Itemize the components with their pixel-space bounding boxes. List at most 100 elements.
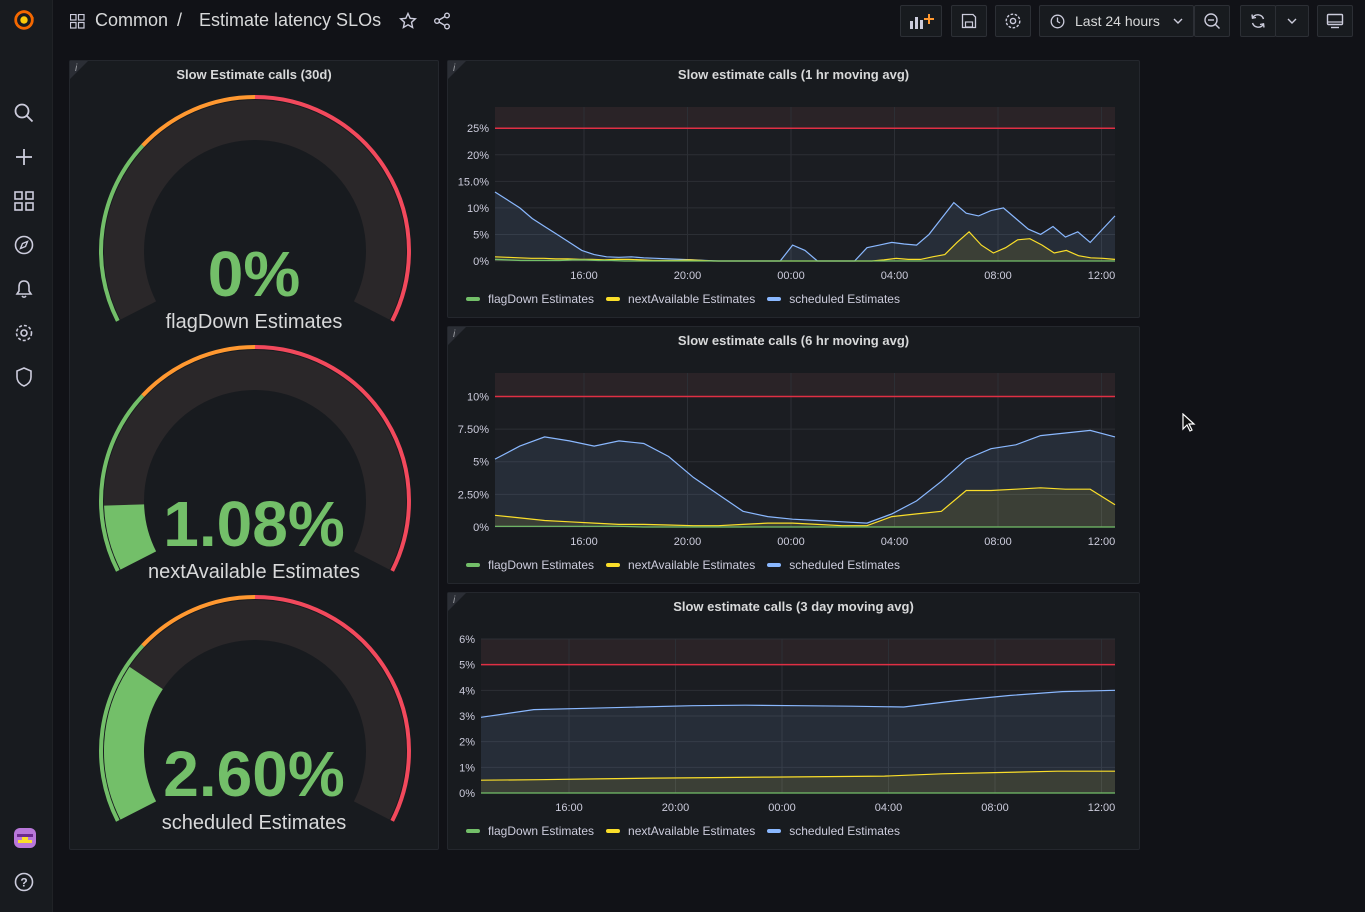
gauge-scheduled — [99, 595, 411, 822]
gauge-threshold-red — [254, 595, 411, 822]
graph-panel-1hr: i Slow estimate calls (1 hr moving avg) … — [447, 60, 1140, 318]
legend-label: flagDown Estimates — [488, 292, 595, 306]
info-icon: i — [75, 63, 78, 74]
chevron-down-icon — [1173, 18, 1183, 24]
legend-item-nextavailable[interactable]: nextAvailable Estimates — [606, 824, 755, 838]
legend-item-scheduled[interactable]: scheduled Estimates — [767, 558, 900, 572]
legend-item-scheduled[interactable]: scheduled Estimates — [767, 824, 900, 838]
legend-item-flagdown[interactable]: flagDown Estimates — [466, 558, 594, 572]
zoom-out-button[interactable] — [1194, 5, 1230, 37]
gauge-threshold-green — [99, 394, 145, 572]
alerting-icon[interactable] — [12, 277, 36, 301]
series-line — [480, 689, 1116, 718]
refresh-icon — [1251, 14, 1265, 28]
chevron-down-icon — [1287, 18, 1297, 24]
refresh-interval-dropdown[interactable] — [1275, 5, 1309, 37]
refresh-button[interactable] — [1240, 5, 1276, 37]
legend-item-scheduled[interactable]: scheduled Estimates — [767, 292, 900, 306]
info-icon: i — [453, 595, 456, 606]
legend-swatch — [606, 563, 621, 567]
gauge-value-arc — [104, 666, 164, 820]
x-tick-label: 12:00 — [1088, 536, 1116, 548]
legend-item-flagdown[interactable]: flagDown Estimates — [466, 824, 594, 838]
dashboards-icon[interactable] — [12, 189, 36, 213]
settings-icon[interactable] — [12, 321, 36, 345]
threshold-band — [495, 373, 1115, 397]
series-line — [495, 525, 1115, 528]
line-chart[interactable]: 0% 5% 10% 15.0% 20% 25% 16:00 20:00 00:00 04:00 08… — [448, 91, 1141, 291]
legend-swatch — [466, 829, 480, 833]
line-chart[interactable]: 0% 2.50% 5% 7.50% 10% 16:00 20:00 00:00 04:00 08:… — [448, 357, 1141, 557]
search-icon[interactable] — [12, 101, 36, 125]
x-tick-label: 08:00 — [984, 536, 1012, 548]
panel-title[interactable]: Slow estimate calls (1 hr moving avg) — [677, 67, 910, 82]
panel-title[interactable]: Slow Estimate calls (30d) — [176, 67, 332, 82]
x-tick-label: 04:00 — [875, 802, 903, 814]
y-tick-label: 7.50% — [458, 424, 489, 436]
gauge-threshold-orange — [141, 95, 256, 147]
y-tick-label: 2% — [459, 737, 475, 749]
page-title[interactable]: Estimate latency SLOs — [199, 10, 382, 30]
graph-panel-6hr: i Slow estimate calls (6 hr moving avg) … — [447, 326, 1140, 584]
clock-icon — [1050, 14, 1065, 28]
info-icon: i — [453, 63, 456, 74]
add-panel-button[interactable] — [900, 5, 942, 37]
gauge-threshold-orange — [141, 595, 256, 647]
chart-legend: flagDown Estimates nextAvailable Estimat… — [466, 558, 912, 572]
monitor-icon — [1326, 13, 1344, 29]
y-tick-label: 4% — [459, 685, 475, 697]
threshold-band — [481, 639, 1115, 665]
x-tick-label: 16:00 — [570, 270, 598, 282]
graph-panel-3day: i Slow estimate calls (3 day moving avg)… — [447, 592, 1140, 850]
gauge-value: 1.08% — [163, 488, 345, 560]
user-avatar-icon[interactable] — [12, 826, 36, 850]
explore-icon[interactable] — [12, 233, 36, 257]
legend-item-nextavailable[interactable]: nextAvailable Estimates — [606, 558, 755, 572]
legend-label: flagDown Estimates — [488, 558, 595, 572]
gauge-threshold-green — [99, 644, 145, 822]
legend-item-flagdown[interactable]: flagDown Estimates — [466, 292, 594, 306]
tv-mode-button[interactable] — [1317, 5, 1353, 37]
x-tick-label: 20:00 — [662, 802, 690, 814]
legend-item-nextavailable[interactable]: nextAvailable Estimates — [606, 292, 755, 306]
breadcrumb-folder[interactable]: Common — [95, 10, 169, 30]
x-tick-label: 04:00 — [881, 536, 909, 548]
y-tick-label: 1% — [459, 762, 475, 774]
gauge-threshold-green — [99, 144, 145, 322]
line-chart[interactable]: 0% 1% 2% 3% 4% 5% 6% 16:00 20:00 00:00 04:00 08:00 1… — [448, 623, 1141, 823]
svg-text:?: ? — [20, 876, 27, 890]
panel-info-corner[interactable] — [448, 593, 466, 611]
time-range-label: Last 24 hours — [1075, 13, 1160, 29]
panel-title[interactable]: Slow estimate calls (3 day moving avg) — [673, 599, 914, 614]
y-tick-label: 15.0% — [458, 176, 489, 188]
legend-label: scheduled Estimates — [789, 292, 900, 306]
dashboard-settings-button[interactable] — [995, 5, 1031, 37]
gauge-value: 2.60% — [163, 738, 345, 810]
y-tick-label: 5% — [459, 660, 475, 672]
sidebar: ? — [0, 0, 53, 912]
save-dashboard-button[interactable] — [951, 5, 987, 37]
legend-label: flagDown Estimates — [488, 824, 595, 838]
series-area — [481, 690, 1115, 793]
y-tick-label: 0% — [459, 788, 475, 800]
x-tick-label: 04:00 — [881, 270, 909, 282]
plot-area — [495, 128, 1115, 261]
plus-icon[interactable] — [12, 145, 36, 169]
grafana-logo-icon[interactable] — [12, 8, 36, 32]
panel-info-corner[interactable] — [448, 327, 466, 345]
panel-info-corner[interactable] — [448, 61, 466, 79]
legend-label: nextAvailable Estimates — [628, 558, 756, 572]
shield-icon[interactable] — [12, 365, 36, 389]
legend-label: nextAvailable Estimates — [628, 824, 756, 838]
series-line — [494, 258, 1115, 262]
star-icon[interactable] — [398, 11, 418, 35]
help-icon[interactable]: ? — [12, 870, 36, 894]
x-tick-label: 00:00 — [768, 802, 796, 814]
share-icon[interactable] — [433, 12, 451, 35]
y-tick-label: 6% — [459, 634, 475, 646]
time-range-picker[interactable]: Last 24 hours — [1039, 5, 1194, 37]
gauge-threshold-red — [254, 95, 411, 322]
panel-info-corner[interactable] — [70, 61, 88, 79]
gauge-track — [104, 350, 406, 570]
panel-title[interactable]: Slow estimate calls (6 hr moving avg) — [677, 333, 910, 348]
